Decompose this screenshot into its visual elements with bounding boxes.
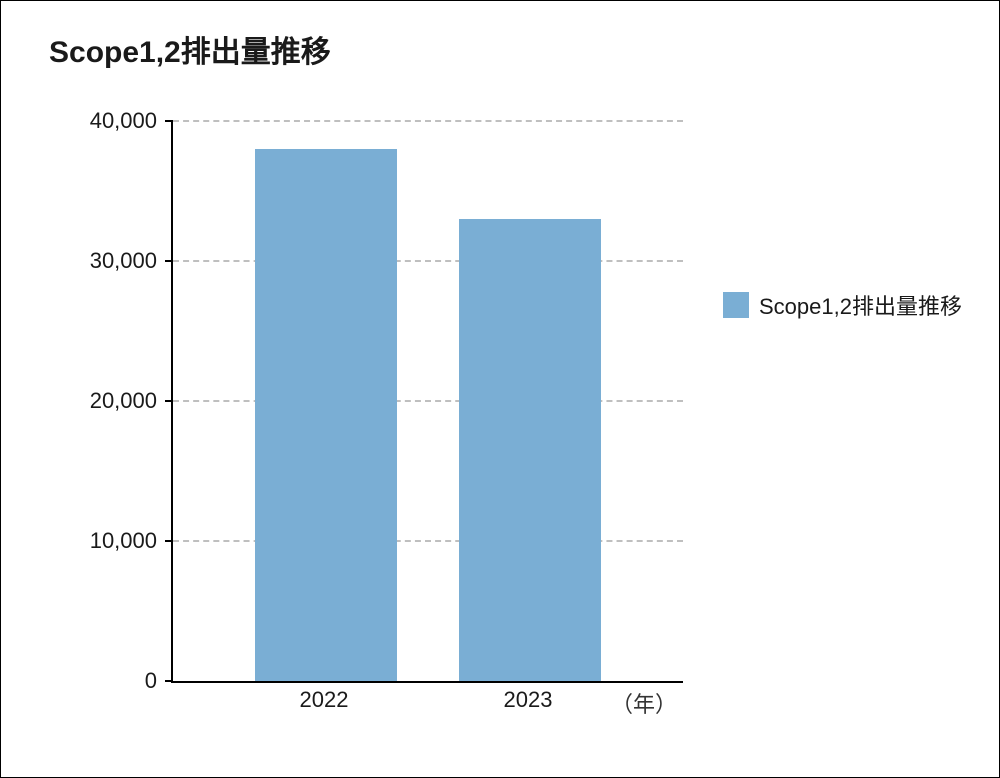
y-tick-label: 20,000: [90, 388, 157, 414]
y-tick-mark: [165, 540, 173, 542]
y-tick-mark: [165, 260, 173, 262]
legend-label: Scope1,2排出量推移: [759, 289, 962, 321]
bar: [255, 149, 398, 681]
grid-line: [173, 260, 683, 262]
legend: Scope1,2排出量推移: [723, 289, 962, 321]
y-tick-mark: [165, 680, 173, 682]
bar: [459, 219, 602, 681]
x-tick-label: 2023: [488, 687, 568, 713]
grid-line: [173, 400, 683, 402]
y-tick-label: 10,000: [90, 528, 157, 554]
y-tick-mark: [165, 120, 173, 122]
plot-region: [171, 121, 683, 683]
legend-swatch: [723, 292, 749, 318]
y-tick-label: 40,000: [90, 108, 157, 134]
x-tick-label: 2022: [284, 687, 364, 713]
chart-frame: Scope1,2排出量推移 Scope1,2排出量推移 0 10,000 20,00…: [0, 0, 1000, 778]
y-tick-label: 0: [145, 668, 157, 694]
grid-line: [173, 540, 683, 542]
x-axis-unit-label: （年）: [611, 687, 677, 719]
chart-title: Scope1,2排出量推移: [49, 27, 331, 71]
y-tick-label: 30,000: [90, 248, 157, 274]
chart-area: Scope1,2排出量推移 0 10,000 20,000 30,000 40,000 2…: [1, 101, 1000, 721]
y-tick-mark: [165, 400, 173, 402]
grid-line: [173, 120, 683, 122]
